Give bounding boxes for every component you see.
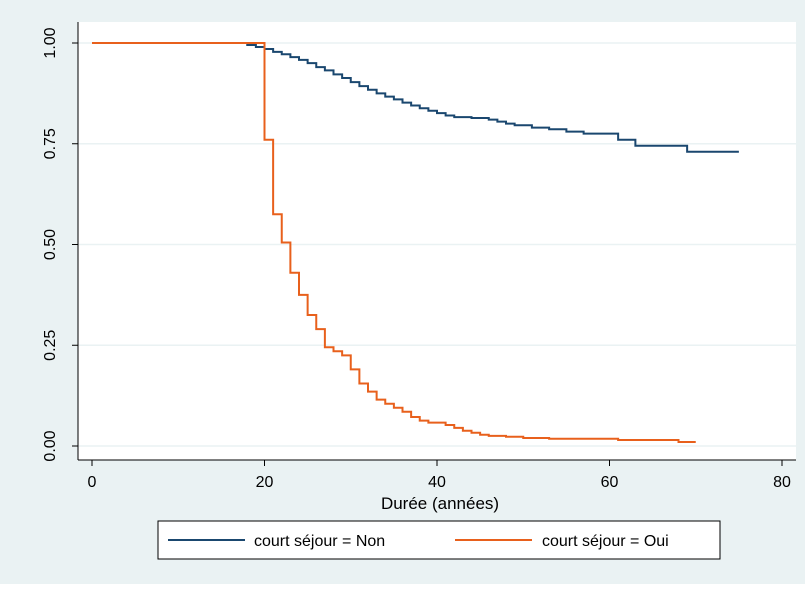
y-tick-label-4: 1.00 — [42, 27, 59, 58]
y-tick-label-0: 0.00 — [42, 430, 59, 461]
y-ticks: 0.00 0.25 0.50 0.75 1.00 — [42, 27, 78, 462]
legend: court séjour = Non court séjour = Oui — [157, 520, 721, 560]
x-tick-label-2: 40 — [428, 474, 446, 491]
x-tick-label-0: 0 — [88, 474, 97, 491]
legend-label-non: court séjour = Non — [254, 533, 385, 550]
x-tick-label-4: 80 — [773, 474, 791, 491]
y-tick-label-3: 0.75 — [42, 128, 59, 159]
y-tick-label-2: 0.50 — [42, 229, 59, 260]
legend-box — [157, 520, 721, 560]
legend-label-oui: court séjour = Oui — [542, 533, 669, 550]
series-layer — [92, 42, 739, 443]
plot-area — [78, 22, 796, 460]
grid-lines — [78, 42, 796, 447]
y-tick-label-1: 0.25 — [42, 330, 59, 361]
x-tick-label-3: 60 — [601, 474, 619, 491]
x-tick-label-1: 20 — [256, 474, 274, 491]
series-line-0 — [92, 42, 739, 153]
x-axis-label: Durée (années) — [381, 494, 499, 513]
x-ticks: 0 20 40 60 80 — [88, 460, 791, 491]
series-line-1 — [92, 42, 696, 443]
